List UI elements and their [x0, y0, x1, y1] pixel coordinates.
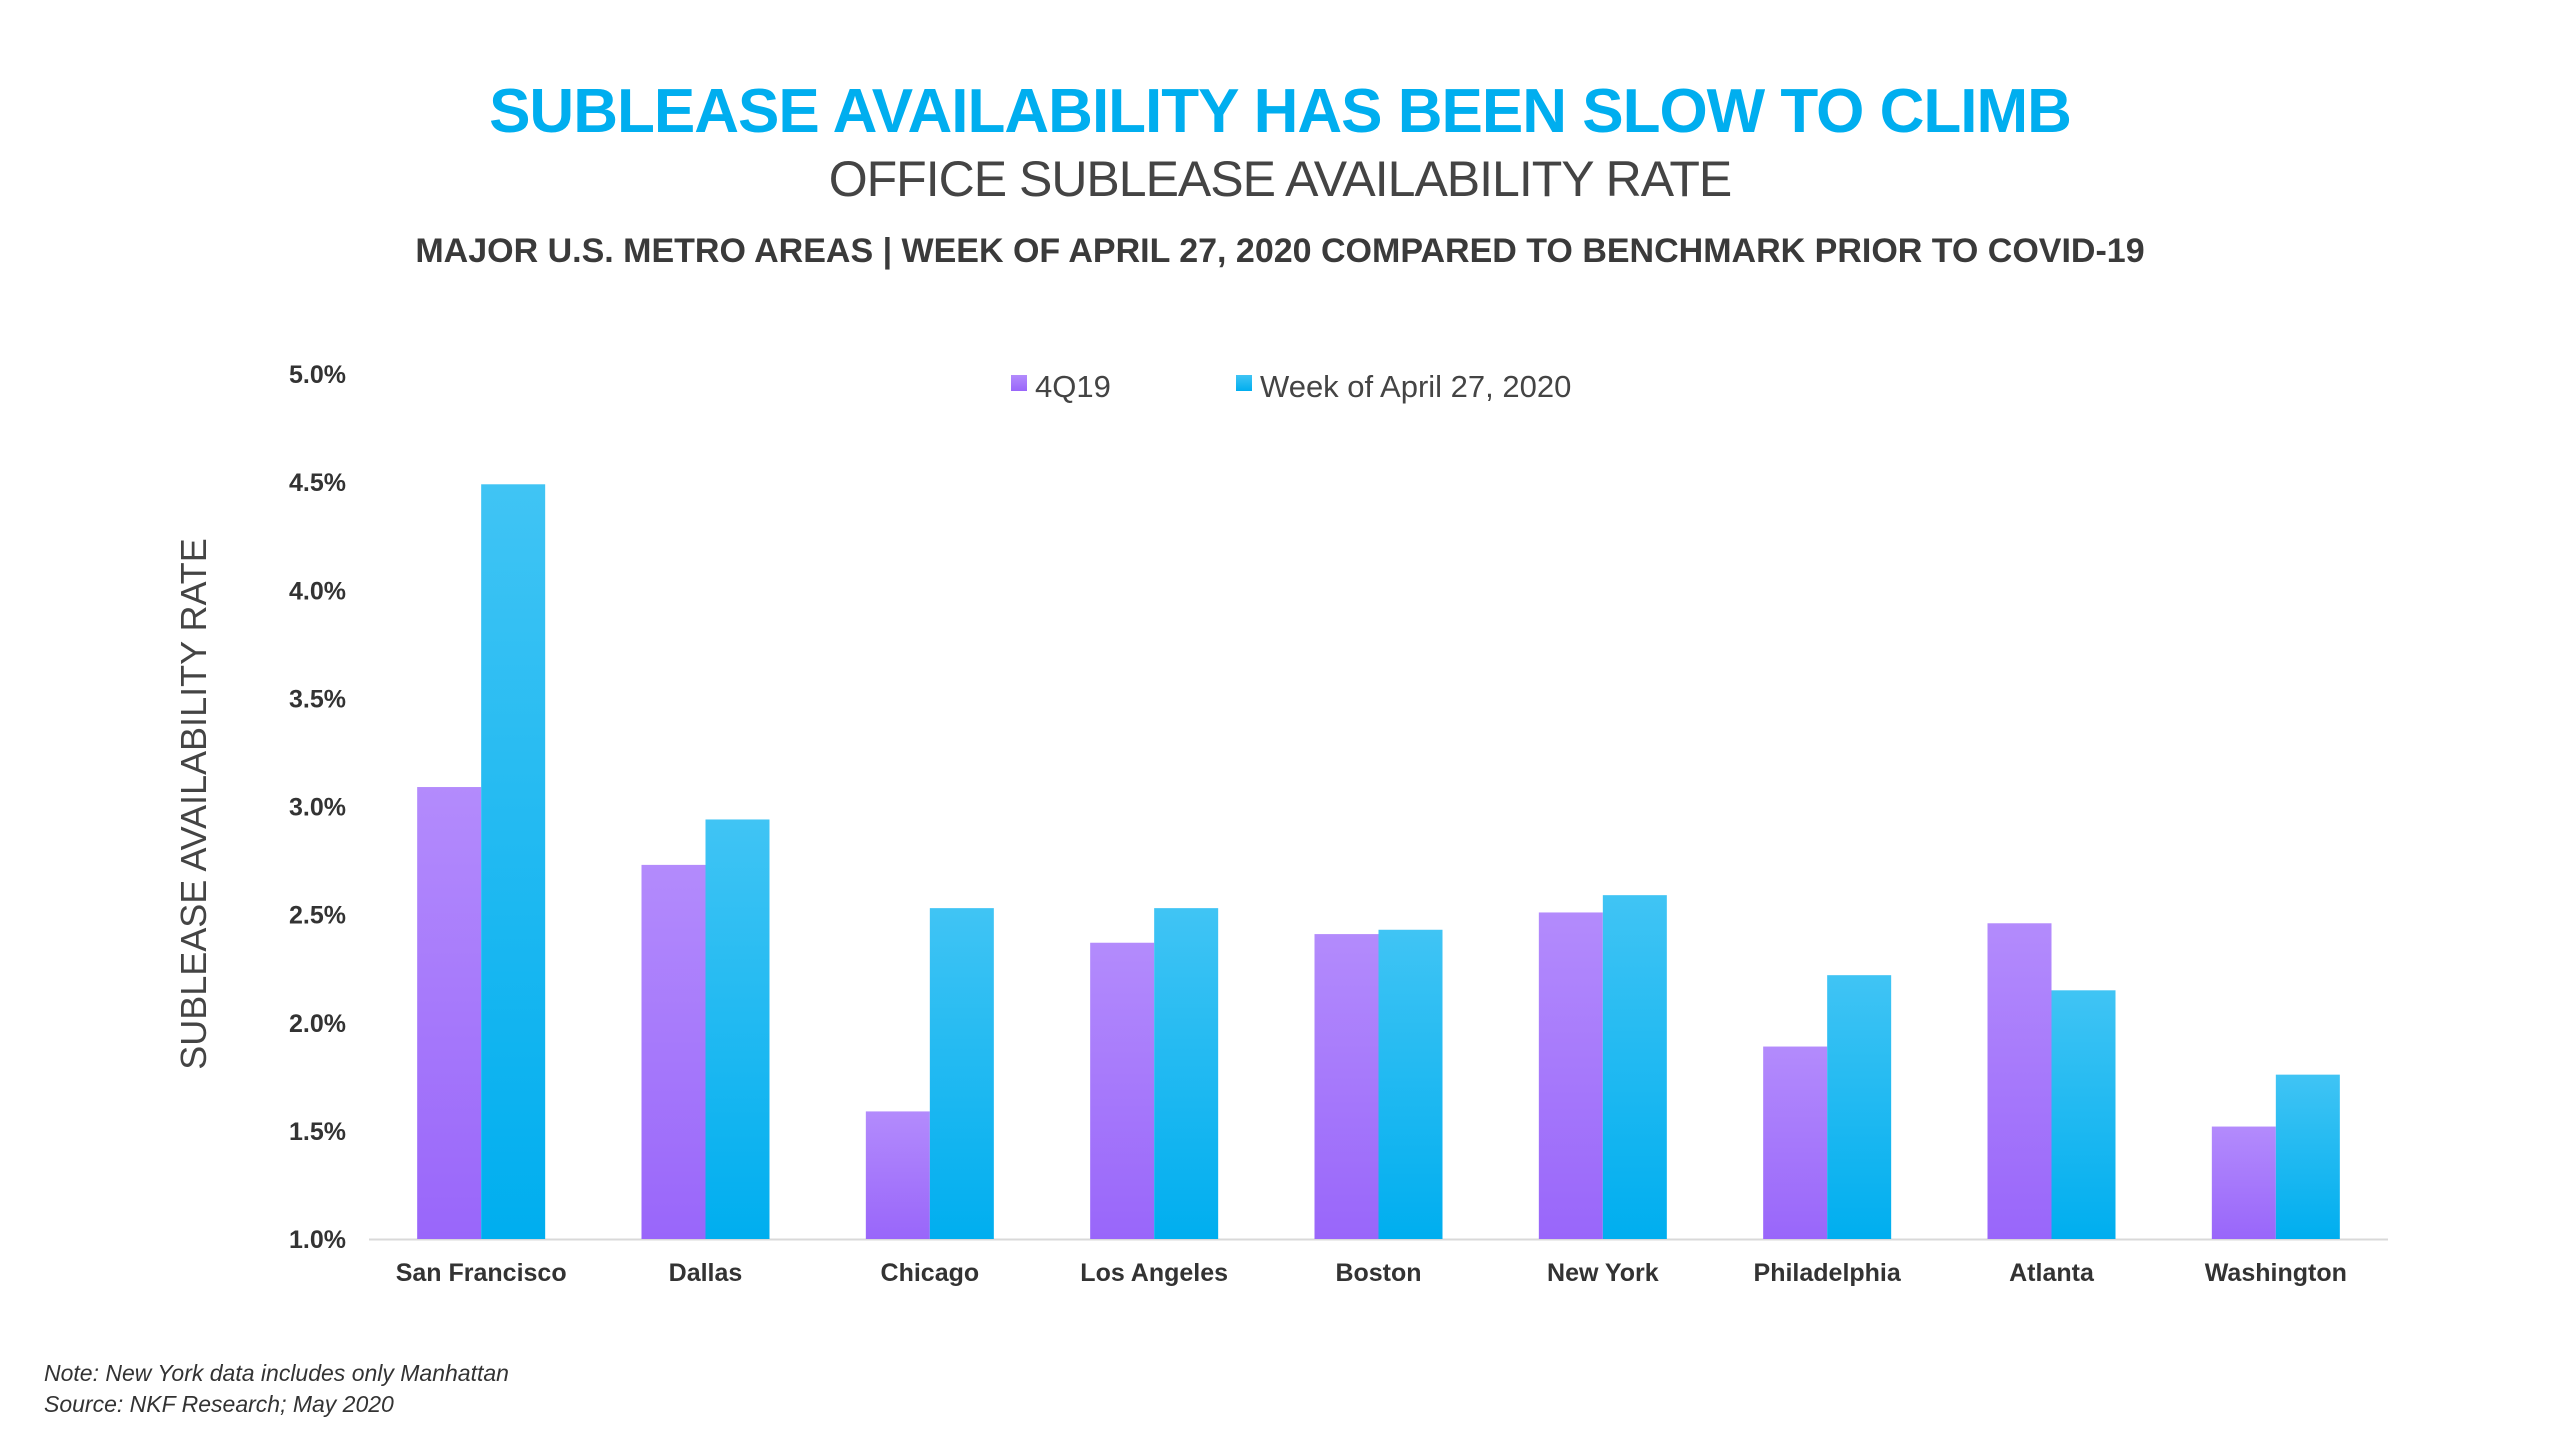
y-tick-label: 1.5%	[289, 1118, 346, 1146]
x-tick-label: Los Angeles	[1080, 1259, 1228, 1287]
y-tick-label: 2.5%	[289, 902, 346, 930]
bar-4q19	[417, 787, 482, 1239]
bar-4q19	[641, 864, 706, 1239]
x-tick-label: Chicago	[881, 1259, 980, 1287]
legend-label: 4Q19	[1035, 369, 1111, 404]
bar-4q19	[1090, 942, 1155, 1239]
y-tick-label: 2.0%	[289, 1010, 346, 1038]
bar-4q19	[1538, 912, 1603, 1239]
y-tick-label: 3.0%	[289, 794, 346, 822]
bar-4q19	[865, 1111, 930, 1239]
x-tick-label: Philadelphia	[1754, 1259, 1902, 1287]
legend-swatch	[1236, 375, 1252, 391]
bar-week-apr27	[705, 819, 770, 1239]
footnote: Note: New York data includes only Manhat…	[44, 1360, 509, 1386]
bar-4q19	[1763, 1046, 1828, 1239]
bar-week-apr27	[1827, 975, 1892, 1239]
y-tick-label: 3.5%	[289, 685, 346, 713]
bar-week-apr27	[1154, 908, 1219, 1239]
bar-4q19	[2211, 1126, 2276, 1239]
x-tick-label: New York	[1547, 1259, 1659, 1287]
y-tick-label: 4.0%	[289, 577, 346, 605]
x-tick-label: Dallas	[669, 1259, 743, 1287]
y-tick-label: 5.0%	[289, 361, 346, 389]
chart-description: MAJOR U.S. METRO AREAS | WEEK OF APRIL 2…	[415, 232, 2145, 270]
bar-week-apr27	[929, 908, 994, 1239]
bar-week-apr27	[1378, 929, 1443, 1239]
x-tick-label: Atlanta	[2009, 1259, 2095, 1287]
chart-title: SUBLEASE AVAILABILITY HAS BEEN SLOW TO C…	[489, 77, 2072, 146]
bar-week-apr27	[2051, 990, 2116, 1239]
y-tick-label: 4.5%	[289, 469, 346, 497]
bar-4q19	[1314, 934, 1379, 1239]
y-tick-label: 1.0%	[289, 1226, 346, 1254]
x-tick-label: San Francisco	[396, 1259, 567, 1287]
x-tick-label: Boston	[1335, 1259, 1421, 1287]
bar-week-apr27	[481, 484, 546, 1240]
bar-week-apr27	[1602, 895, 1667, 1239]
legend-label: Week of April 27, 2020	[1260, 369, 1571, 404]
legend-swatch	[1011, 375, 1027, 391]
bar-week-apr27	[2275, 1074, 2340, 1239]
x-tick-label: Washington	[2205, 1259, 2347, 1287]
bar-4q19	[1987, 923, 2052, 1239]
source-note: Source: NKF Research; May 2020	[44, 1391, 394, 1417]
chart-subtitle: OFFICE SUBLEASE AVAILABILITY RATE	[828, 151, 1733, 207]
